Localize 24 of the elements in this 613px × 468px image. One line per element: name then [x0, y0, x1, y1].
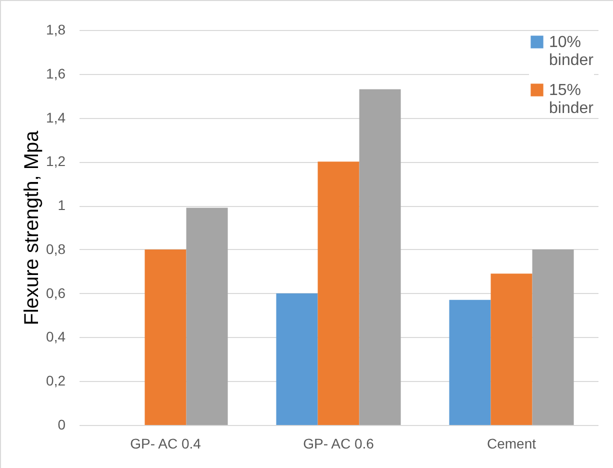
bar — [532, 249, 574, 425]
y-tick-label: 0,4 — [46, 328, 66, 345]
bar — [276, 293, 318, 425]
legend-label: 15% binder — [549, 82, 594, 117]
y-tick-label: 0,6 — [46, 284, 66, 301]
y-tick-label: 1,4 — [46, 109, 66, 126]
y-tick-label: 0,8 — [46, 240, 66, 257]
y-axis-title: Flexure strength, Mpa — [21, 130, 44, 326]
x-tick-label: Cement — [486, 436, 536, 452]
bar — [186, 208, 228, 425]
y-tick-label: 1,6 — [46, 65, 66, 82]
x-tick-label: GP- AC 0.6 — [303, 436, 374, 452]
y-tick-label: 1,2 — [46, 153, 66, 170]
legend-label: 10% binder — [549, 34, 594, 69]
bar — [490, 274, 532, 425]
y-tick-label: 1,8 — [46, 22, 66, 38]
bar — [318, 162, 360, 425]
y-tick-label: 0 — [58, 416, 66, 432]
bar — [144, 249, 186, 425]
y-tick-label: 1 — [58, 197, 66, 214]
y-tick-label: 0,2 — [46, 372, 66, 389]
bar — [449, 300, 491, 425]
bar — [359, 89, 401, 425]
x-tick-label: GP- AC 0.4 — [130, 436, 202, 452]
